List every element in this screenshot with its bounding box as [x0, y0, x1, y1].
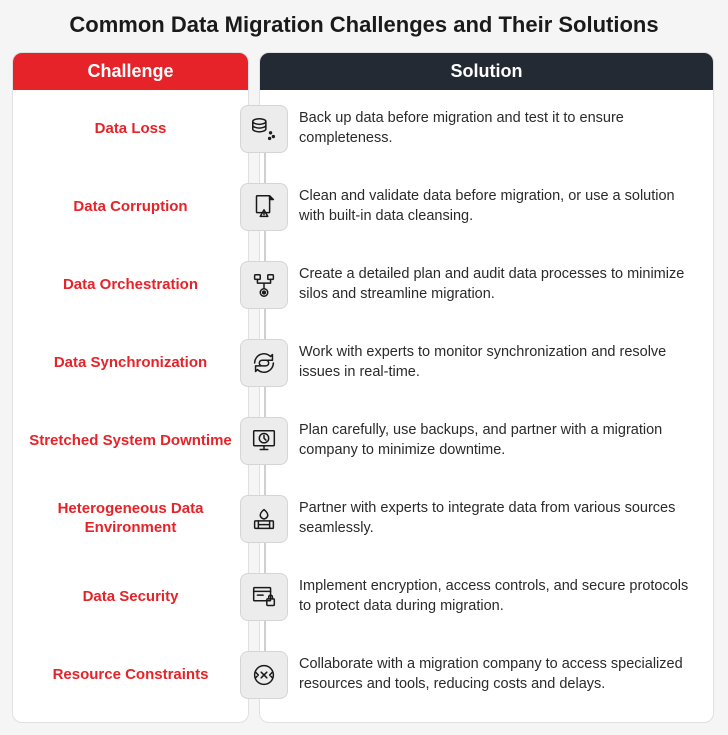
solution-text: Collaborate with a migration company to … [249, 655, 704, 694]
file-warn-icon [240, 183, 288, 231]
table-row: Resource Constraints Collaborate with a … [12, 636, 716, 714]
challenge-label: Heterogeneous Data Environment [12, 500, 249, 538]
table-row: Data Loss Back up data before migration … [12, 90, 716, 168]
page-title: Common Data Migration Challenges and The… [12, 12, 716, 38]
solution-text: Implement encryption, access controls, a… [249, 577, 704, 616]
table-row: Stretched System Downtime Plan carefully… [12, 402, 716, 480]
table-row: Data Corruption Clean and validate data … [12, 168, 716, 246]
orchestration-icon [240, 261, 288, 309]
table-row: Heterogeneous Data Environment Partner w… [12, 480, 716, 558]
table-row: Data Synchronization Work with experts t… [12, 324, 716, 402]
table-row: Data Orchestration Create a detailed pla… [12, 246, 716, 324]
sync-icon [240, 339, 288, 387]
rows-wrapper: Data Loss Back up data before migration … [12, 90, 716, 714]
hetero-icon [240, 495, 288, 543]
solution-text: Clean and validate data before migration… [249, 187, 704, 226]
challenge-label: Resource Constraints [12, 666, 249, 685]
database-drip-icon [240, 105, 288, 153]
solution-text: Create a detailed plan and audit data pr… [249, 265, 704, 304]
solution-text: Partner with experts to integrate data f… [249, 499, 704, 538]
solution-text: Plan carefully, use backups, and partner… [249, 421, 704, 460]
downtime-icon [240, 417, 288, 465]
security-icon [240, 573, 288, 621]
challenge-header: Challenge [13, 53, 248, 90]
challenge-label: Data Loss [12, 120, 249, 139]
table-container: Challenge Solution Data Loss Back up dat… [12, 52, 716, 723]
solution-header: Solution [260, 53, 713, 90]
challenge-label: Data Orchestration [12, 276, 249, 295]
solution-text: Back up data before migration and test i… [249, 109, 704, 148]
table-row: Data Security Implement encryption, acce… [12, 558, 716, 636]
challenge-label: Data Synchronization [12, 354, 249, 373]
challenge-label: Data Corruption [12, 198, 249, 217]
solution-text: Work with experts to monitor synchroniza… [249, 343, 704, 382]
challenge-label: Data Security [12, 588, 249, 607]
resource-icon [240, 651, 288, 699]
challenge-label: Stretched System Downtime [12, 432, 249, 451]
